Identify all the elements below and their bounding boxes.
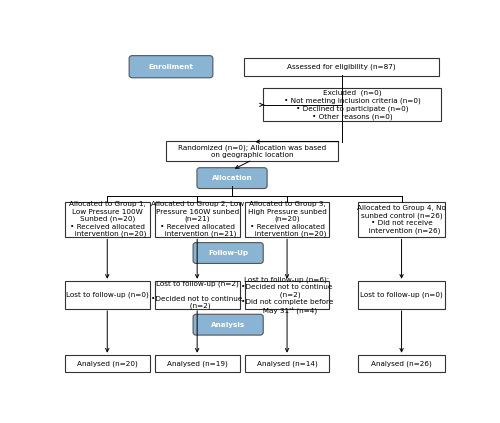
FancyBboxPatch shape: [263, 88, 441, 121]
FancyBboxPatch shape: [154, 355, 240, 372]
FancyBboxPatch shape: [244, 202, 330, 237]
Text: Randomized (n=0); Allocation was based
on geographic location: Randomized (n=0); Allocation was based o…: [178, 144, 326, 158]
Text: Follow-Up: Follow-Up: [208, 250, 248, 256]
Text: Allocated to Group 1,
Low Pressure 100W
Sunbed (n=20)
• Received allocated
   in: Allocated to Group 1, Low Pressure 100W …: [68, 201, 146, 237]
Text: Analysed (n=19): Analysed (n=19): [167, 360, 228, 367]
FancyBboxPatch shape: [244, 355, 330, 372]
FancyBboxPatch shape: [65, 355, 150, 372]
Text: Allocated to Group 2, Low
Pressure 160W sunbed
(n=21)
• Received allocated
   in: Allocated to Group 2, Low Pressure 160W …: [150, 201, 244, 237]
FancyBboxPatch shape: [358, 202, 445, 237]
FancyBboxPatch shape: [154, 202, 240, 237]
FancyBboxPatch shape: [65, 281, 150, 309]
FancyBboxPatch shape: [65, 202, 150, 237]
Text: Lost to follow-up (n=2)

•Decided not to continue
   (n=2): Lost to follow-up (n=2) •Decided not to …: [152, 281, 243, 309]
FancyBboxPatch shape: [166, 141, 338, 160]
Text: Lost to follow-up (n=0): Lost to follow-up (n=0): [66, 292, 148, 298]
FancyBboxPatch shape: [154, 281, 240, 309]
FancyBboxPatch shape: [193, 243, 263, 264]
Text: Allocated to Group 3,
High Pressure sunbed
(n=20)
• Received allocated
   interv: Allocated to Group 3, High Pressure sunb…: [248, 201, 326, 237]
FancyBboxPatch shape: [129, 56, 213, 78]
FancyBboxPatch shape: [244, 58, 439, 76]
Text: Lost to follow-up (n=0): Lost to follow-up (n=0): [360, 292, 443, 298]
FancyBboxPatch shape: [244, 281, 330, 309]
Text: Enrollment: Enrollment: [148, 64, 194, 70]
Text: Allocated to Group 4, No
sunbed control (n=26)
• Did not receive
   intervention: Allocated to Group 4, No sunbed control …: [357, 205, 446, 233]
Text: Analysed (n=20): Analysed (n=20): [77, 360, 138, 367]
Text: Excluded  (n=0)
• Not meeting inclusion criteria (n=0)
• Declined to participate: Excluded (n=0) • Not meeting inclusion c…: [284, 90, 420, 120]
Text: Analysed (n=14): Analysed (n=14): [256, 360, 318, 367]
Text: Analysed (n=26): Analysed (n=26): [371, 360, 432, 367]
FancyBboxPatch shape: [358, 281, 445, 309]
Text: Allocation: Allocation: [212, 175, 252, 181]
FancyBboxPatch shape: [193, 314, 263, 335]
FancyBboxPatch shape: [358, 355, 445, 372]
Text: Analysis: Analysis: [211, 321, 246, 328]
Text: Lost to follow-up (n=6):
•Decided not to continue
   (n=2)
•Did not complete bef: Lost to follow-up (n=6): •Decided not to…: [241, 276, 333, 314]
Text: Assessed for eligibility (n=87): Assessed for eligibility (n=87): [287, 63, 396, 70]
FancyBboxPatch shape: [197, 168, 267, 189]
